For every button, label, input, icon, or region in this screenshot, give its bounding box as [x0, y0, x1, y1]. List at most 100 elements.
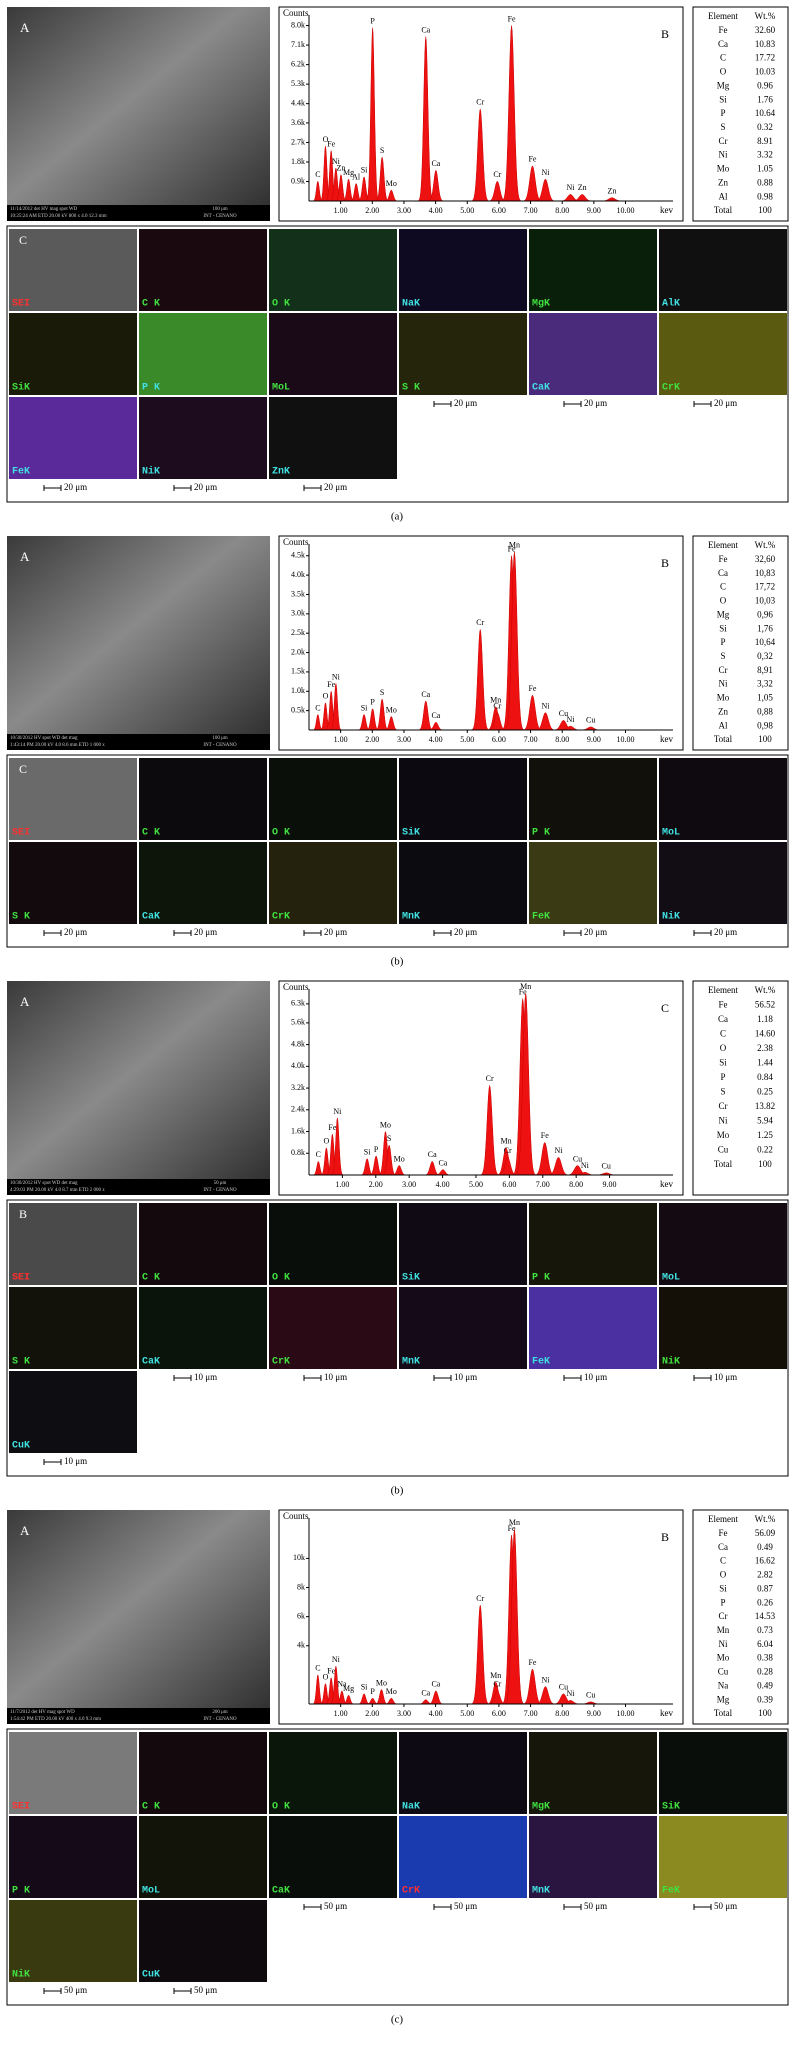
sem-info-bar — [7, 205, 270, 221]
scale-bar-label: 10 μm — [584, 1372, 607, 1382]
table-cell: 1.76 — [757, 94, 773, 104]
spectrum-peak — [470, 108, 491, 202]
peak-label: Fe — [541, 1131, 549, 1140]
element-map — [9, 1732, 137, 1814]
peak-label: C — [315, 170, 320, 179]
image-label: A — [20, 1523, 30, 1538]
map-label: C K — [142, 1802, 160, 1813]
element-map — [659, 1816, 787, 1898]
x-tick-label: 6.00 — [492, 735, 506, 744]
table-cell: 17.72 — [755, 53, 775, 63]
maps-panel-label: B — [19, 1207, 27, 1221]
x-tick-label: 5.00 — [460, 1709, 474, 1718]
spectrum-peak — [470, 629, 491, 731]
map-label: CrK — [402, 1886, 420, 1897]
table-cell: P — [720, 108, 725, 118]
table-cell: Cr — [719, 665, 728, 675]
scale-bar-label: 20 μm — [584, 927, 607, 937]
table-cell: Cr — [719, 136, 728, 146]
map-label: P K — [12, 1886, 30, 1897]
peak-label: Fe — [327, 680, 335, 689]
peak-label: O — [323, 135, 329, 144]
scale-bar-label: 20 μm — [194, 482, 217, 492]
peak-label: Cu — [559, 1683, 568, 1692]
map-label: O K — [272, 828, 290, 839]
y-axis-title: Counts — [283, 537, 309, 547]
y-tick-label: 4.0k — [291, 570, 305, 579]
element-map — [659, 313, 787, 395]
scale-bar-label: 50 μm — [584, 1901, 607, 1911]
table-cell: 0.38 — [757, 1653, 773, 1663]
map-label: CrK — [272, 1357, 290, 1368]
y-tick-label: 4k — [297, 1641, 305, 1650]
x-tick-label: 8.00 — [555, 206, 569, 215]
image-label: A — [20, 549, 30, 564]
table-cell: 0.84 — [757, 1072, 773, 1082]
y-tick-label: 2.5k — [291, 628, 305, 637]
table-cell: 100 — [758, 1159, 772, 1169]
x-unit: kev — [660, 1179, 673, 1189]
table-header: Wt.% — [755, 540, 776, 550]
x-tick-label: 9.00 — [587, 1709, 601, 1718]
map-label: P K — [142, 383, 160, 394]
table-cell: 13.82 — [755, 1101, 775, 1111]
element-map — [139, 397, 267, 479]
peak-label: Fe — [328, 1123, 336, 1132]
y-tick-label: 8k — [297, 1582, 305, 1591]
map-label: FeK — [532, 912, 550, 923]
y-tick-label: 0.5k — [291, 705, 305, 714]
x-tick-label: 1.00 — [334, 1709, 348, 1718]
x-tick-label: 7.00 — [536, 1180, 550, 1189]
table-cell: C — [720, 1029, 726, 1039]
table-cell: Mo — [717, 693, 730, 703]
element-map — [139, 1816, 267, 1898]
peak-label: Mg — [343, 168, 354, 177]
table-header: Element — [708, 1514, 738, 1524]
map-label: P K — [532, 828, 550, 839]
table-cell: Ca — [718, 1542, 728, 1552]
table-cell: Ni — [719, 679, 728, 689]
x-tick-label: 1.00 — [334, 735, 348, 744]
table-cell: Ni — [719, 1639, 728, 1649]
spectrum-peak — [330, 1117, 345, 1176]
table-frame — [692, 1509, 789, 1725]
y-tick-label: 4.8k — [291, 1039, 305, 1048]
peak-label: P — [370, 17, 375, 26]
table-cell: 0.28 — [757, 1667, 773, 1677]
table-cell: 0.98 — [757, 191, 773, 201]
table-cell: 0,98 — [757, 720, 773, 730]
table-cell: O — [720, 1043, 727, 1053]
table-cell: 1.05 — [757, 164, 773, 174]
peak-label: Mn — [490, 696, 501, 705]
maps-frame — [6, 1728, 789, 2006]
peak-label: Ni — [541, 168, 550, 177]
x-tick-label: 3.00 — [397, 735, 411, 744]
maps-panel-label: C — [19, 762, 27, 776]
table-cell: 0.49 — [757, 1680, 773, 1690]
table-cell: 0.73 — [757, 1625, 773, 1635]
table-cell: Ca — [718, 568, 728, 578]
scale-bar-label: 20 μm — [64, 927, 87, 937]
x-tick-label: 10.00 — [617, 1709, 635, 1718]
table-cell: 10.64 — [755, 108, 776, 118]
y-tick-label: 1.0k — [291, 686, 305, 695]
spectrum-peak — [503, 1529, 526, 1705]
table-cell: Ni — [719, 150, 728, 160]
table-header: Wt.% — [755, 11, 776, 21]
map-label: CaK — [272, 1886, 290, 1897]
table-cell: 14.53 — [755, 1611, 776, 1621]
peak-label: Cr — [504, 1146, 512, 1155]
table-cell: 32.60 — [755, 25, 776, 35]
peak-label: Cu — [586, 1691, 595, 1700]
x-tick-label: 8.00 — [555, 1709, 569, 1718]
table-cell: 3,32 — [757, 679, 773, 689]
peak-label: Ni — [332, 157, 341, 166]
table-cell: Zn — [718, 177, 728, 187]
map-label: MoL — [272, 383, 290, 394]
spectrum-label: B — [661, 1530, 669, 1544]
peak-label: Cu — [559, 709, 568, 718]
scale-bar-label: 20 μm — [584, 398, 607, 408]
image-meta: 10/30/2012 HV spot WD det mag — [10, 1181, 78, 1186]
x-tick-label: 1.00 — [334, 206, 348, 215]
sem-image — [7, 536, 270, 750]
